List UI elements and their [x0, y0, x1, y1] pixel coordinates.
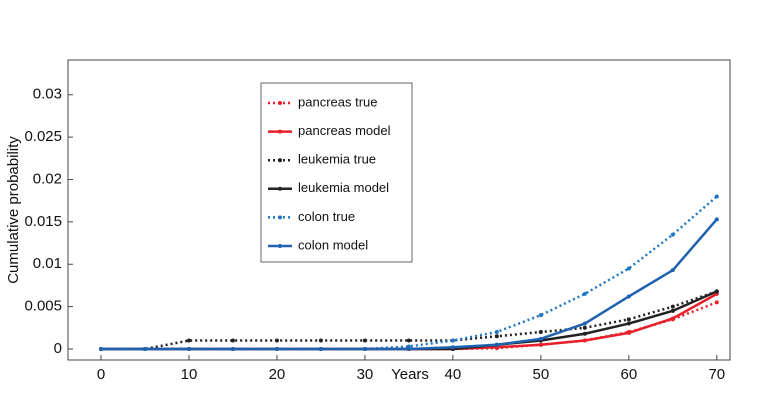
x-tick-label: 30: [357, 366, 374, 383]
legend-label: pancreas model: [298, 123, 391, 138]
y-tick-label: 0: [54, 340, 62, 357]
point: [318, 346, 323, 351]
legend-entry: leukemia true: [268, 152, 376, 167]
y-tick-label: 0.03: [33, 86, 62, 103]
legend-marker: [278, 244, 282, 248]
x-tick-label: 60: [620, 366, 637, 383]
legend-marker: [278, 129, 282, 134]
point: [494, 330, 499, 335]
x-axis-label: Years: [391, 366, 429, 383]
x-tick-label: 0: [97, 366, 105, 383]
legend-entry: colon model: [268, 237, 368, 252]
point: [538, 313, 543, 318]
x-tick-label: 50: [533, 366, 550, 383]
legend-box: [260, 82, 413, 263]
point: [670, 304, 675, 309]
x-tick-label: 40: [445, 366, 462, 383]
point: [406, 338, 411, 343]
point: [626, 294, 631, 299]
point: [450, 338, 455, 343]
point: [362, 346, 367, 351]
legend-marker: [278, 186, 282, 191]
legend-entry: pancreas model: [268, 123, 391, 138]
point: [714, 300, 719, 305]
point: [98, 346, 103, 351]
legend-label: colon model: [298, 237, 368, 252]
legend-entry: leukemia model: [268, 180, 389, 195]
y-tick-label: 0.01: [33, 255, 62, 272]
point: [186, 346, 191, 351]
point: [538, 336, 543, 341]
y-tick-label: 0.02: [33, 170, 62, 187]
series-line: [100, 290, 718, 351]
legend-marker: [278, 101, 282, 105]
point: [670, 268, 675, 273]
point: [186, 338, 191, 343]
point: [582, 331, 587, 336]
point: [230, 338, 235, 343]
point: [582, 338, 587, 343]
y-axis-label: Cumulative probability: [5, 136, 22, 284]
legend-label: leukemia model: [298, 180, 389, 195]
point: [626, 330, 631, 335]
point: [582, 321, 587, 326]
point: [142, 346, 147, 351]
point: [582, 291, 587, 296]
point: [626, 317, 631, 322]
legend-entry: pancreas true: [268, 94, 378, 109]
point: [714, 194, 719, 199]
point: [582, 325, 587, 330]
point: [494, 342, 499, 347]
point: [670, 232, 675, 237]
x-tick-label: 10: [181, 366, 198, 383]
point: [626, 266, 631, 271]
point: [538, 342, 543, 347]
series-line: [100, 195, 718, 351]
point: [626, 321, 631, 326]
legend-label: colon true: [298, 209, 355, 224]
x-tick-label: 20: [269, 366, 286, 383]
legend-marker: [278, 158, 282, 163]
point: [274, 338, 279, 343]
point: [450, 345, 455, 350]
point: [714, 289, 719, 294]
legend-marker: [278, 215, 282, 220]
y-tick-label: 0.005: [24, 298, 62, 315]
legend-entry: colon true: [268, 209, 355, 224]
point: [670, 308, 675, 313]
point: [538, 330, 543, 335]
point: [362, 338, 367, 343]
point: [494, 334, 499, 339]
legend-label: leukemia true: [298, 152, 376, 167]
point: [670, 316, 675, 321]
point: [274, 346, 279, 351]
point: [714, 217, 719, 222]
point: [230, 346, 235, 351]
y-tick-label: 0.025: [24, 128, 62, 145]
point: [406, 346, 411, 351]
x-tick-label: 70: [708, 366, 725, 383]
legend-label: pancreas true: [298, 94, 378, 109]
point: [318, 338, 323, 343]
y-tick-label: 0.015: [24, 213, 62, 230]
